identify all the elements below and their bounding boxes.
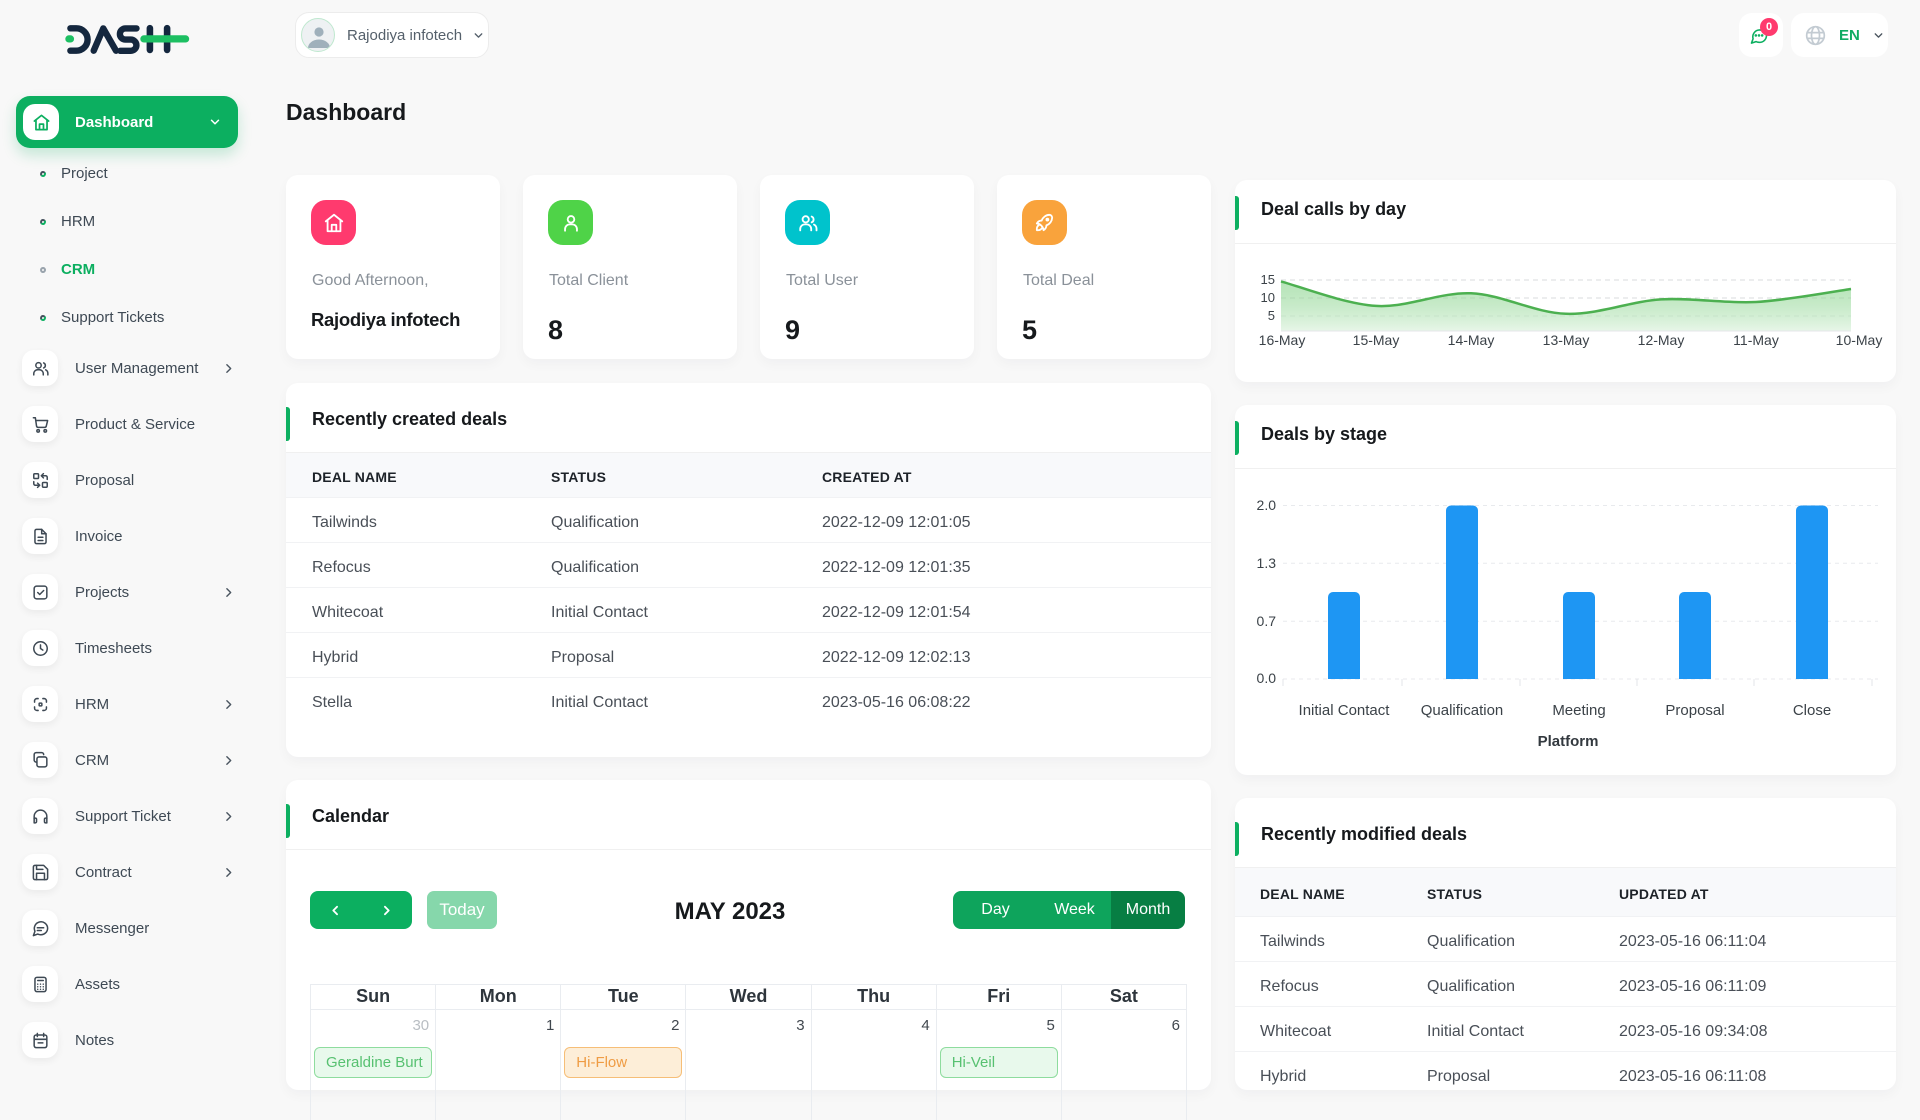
svg-text:0.7: 0.7	[1257, 613, 1277, 629]
svg-text:11-May: 11-May	[1733, 332, 1779, 348]
svg-text:Initial Contact: Initial Contact	[1299, 702, 1391, 719]
svg-text:16-May: 16-May	[1259, 332, 1306, 348]
svg-text:15-May: 15-May	[1353, 332, 1400, 348]
svg-text:Qualification: Qualification	[1421, 702, 1504, 719]
svg-text:12-May: 12-May	[1638, 332, 1685, 348]
svg-text:14-May: 14-May	[1448, 332, 1495, 348]
svg-text:Close: Close	[1793, 702, 1831, 719]
svg-text:13-May: 13-May	[1543, 332, 1590, 348]
svg-text:Platform: Platform	[1538, 733, 1599, 750]
svg-text:10-May: 10-May	[1836, 332, 1883, 348]
svg-text:0.0: 0.0	[1257, 670, 1277, 686]
svg-text:Proposal: Proposal	[1665, 702, 1724, 719]
svg-text:Meeting: Meeting	[1552, 702, 1605, 719]
svg-text:5: 5	[1268, 308, 1275, 323]
svg-text:1.3: 1.3	[1257, 555, 1277, 571]
svg-text:15: 15	[1261, 272, 1275, 287]
svg-text:10: 10	[1261, 290, 1275, 305]
svg-text:2.0: 2.0	[1257, 497, 1277, 513]
